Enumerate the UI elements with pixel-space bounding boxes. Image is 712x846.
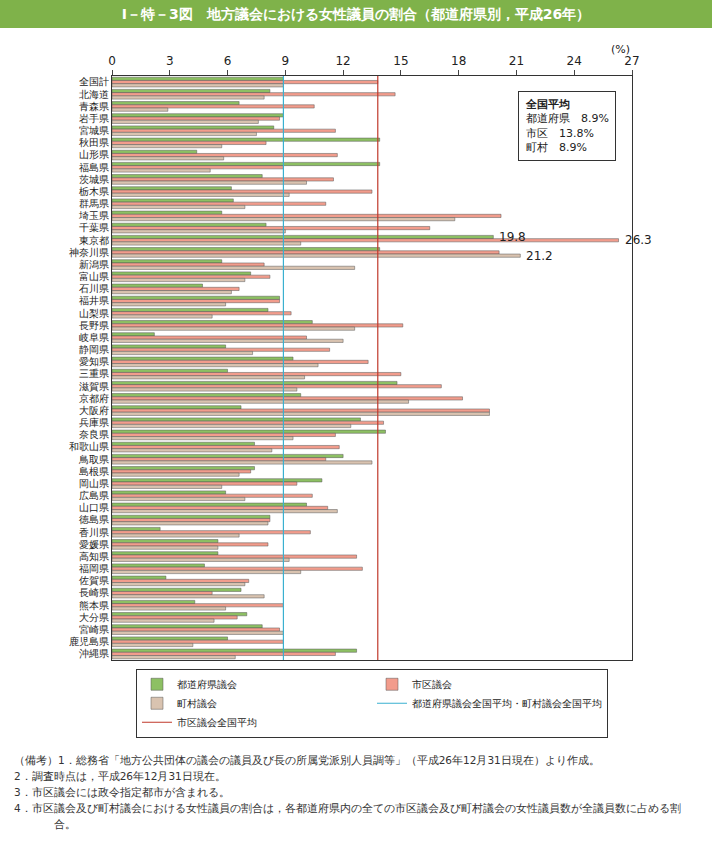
svg-text:岡山県: 岡山県 (79, 478, 109, 489)
svg-text:高知県: 高知県 (79, 551, 109, 562)
svg-text:富山県: 富山県 (79, 271, 109, 282)
svg-text:奈良県: 奈良県 (79, 429, 109, 440)
svg-text:福井県: 福井県 (79, 295, 109, 306)
svg-text:滋賀県: 滋賀県 (79, 381, 109, 392)
svg-text:茨城県: 茨城県 (79, 174, 109, 185)
svg-text:21: 21 (509, 54, 524, 68)
html-text:Ⅰ－特－3図 地方議会における女性議員の割合（都道府県別，平: Ⅰ－特－3図 地方議会における女性議員の割合（都道府県別，平成26年） (121, 6, 591, 22)
svg-text:徳島県: 徳島県 (79, 514, 109, 525)
svg-text:岐阜県: 岐阜県 (79, 332, 109, 343)
svg-text:12: 12 (335, 54, 350, 68)
svg-text:宮崎県: 宮崎県 (79, 624, 109, 635)
svg-text:全国計: 全国計 (79, 76, 109, 87)
html-text:3．市区議会には政令指定都市が含まれる。: 3．市区議会には政令指定都市が含まれる。 (14, 786, 230, 798)
svg-text:18: 18 (451, 54, 466, 68)
svg-text:北海道: 北海道 (79, 89, 109, 100)
svg-text:鳥取県: 鳥取県 (78, 454, 109, 465)
svg-text:熊本県: 熊本県 (79, 600, 109, 611)
svg-text:3: 3 (166, 54, 174, 68)
svg-text:24: 24 (567, 54, 582, 68)
svg-text:山形県: 山形県 (79, 149, 109, 160)
html-text:（備考）1．総務省「地方公共団体の議会の議員及び長の所属党派: （備考）1．総務省「地方公共団体の議会の議員及び長の所属党派別人員調等」（平成2… (14, 754, 600, 766)
svg-text:東京都: 東京都 (79, 235, 109, 246)
svg-text:市区議会: 市区議会 (412, 679, 452, 690)
svg-text:6: 6 (224, 54, 232, 68)
svg-text:26.3: 26.3 (625, 233, 652, 247)
svg-text:石川県: 石川県 (79, 283, 109, 294)
svg-text:福島県: 福島県 (79, 162, 109, 173)
svg-text:千葉県: 千葉県 (79, 222, 109, 233)
svg-text:兵庫県: 兵庫県 (79, 417, 109, 428)
svg-text:沖縄県: 沖縄県 (79, 648, 109, 659)
svg-text:島根県: 島根県 (79, 466, 109, 477)
svg-text:全国平均都道府県 8.9%市区 13.8%町村 8.9%: 全国平均都道府県 8.9%市区 13.8%町村 8.9% (525, 98, 609, 154)
svg-text:福岡県: 福岡県 (79, 563, 109, 574)
svg-text:青森県: 青森県 (79, 101, 109, 112)
svg-text:愛知県: 愛知県 (79, 356, 109, 367)
svg-text:鹿児島県: 鹿児島県 (69, 636, 109, 647)
svg-text:岩手県: 岩手県 (79, 113, 109, 124)
html-text:4．市区議会及び町村議会における女性議員の割合は，各都道府県: 4．市区議会及び町村議会における女性議員の割合は，各都道府県内の全ての市区議会及… (14, 802, 681, 830)
svg-text:19.8: 19.8 (499, 230, 526, 244)
svg-text:神奈川県: 神奈川県 (69, 247, 109, 258)
svg-text:埼玉県: 埼玉県 (78, 210, 109, 221)
svg-text:群馬県: 群馬県 (79, 198, 109, 209)
svg-text:静岡県: 静岡県 (79, 344, 109, 355)
svg-text:佐賀県: 佐賀県 (79, 575, 109, 586)
html-text:2．調査時点は，平成26年12月31日現在。: 2．調査時点は，平成26年12月31日現在。 (14, 770, 226, 782)
svg-text:都道府県議会: 都道府県議会 (177, 679, 237, 690)
svg-text:秋田県: 秋田県 (79, 137, 109, 148)
svg-text:宮城県: 宮城県 (79, 125, 109, 136)
svg-text:市区議会全国平均: 市区議会全国平均 (177, 717, 257, 728)
svg-text:広島県: 広島県 (79, 490, 109, 501)
svg-text:15: 15 (393, 54, 408, 68)
svg-text:町村議会: 町村議会 (177, 698, 217, 709)
svg-text:山梨県: 山梨県 (79, 308, 109, 319)
svg-text:0: 0 (108, 54, 116, 68)
svg-text:27: 27 (624, 54, 639, 68)
svg-text:京都府: 京都府 (79, 393, 109, 404)
svg-text:長崎県: 長崎県 (79, 587, 109, 598)
svg-text:大分県: 大分県 (79, 612, 109, 623)
svg-text:栃木県: 栃木県 (79, 186, 109, 197)
svg-text:新潟県: 新潟県 (79, 259, 109, 270)
svg-text:愛媛県: 愛媛県 (79, 539, 109, 550)
svg-text:(%): (%) (611, 43, 630, 56)
svg-text:21.2: 21.2 (526, 249, 553, 263)
svg-text:三重県: 三重県 (79, 368, 109, 379)
svg-text:大阪府: 大阪府 (79, 405, 109, 416)
svg-text:山口県: 山口県 (79, 502, 109, 513)
svg-text:和歌山県: 和歌山県 (69, 441, 109, 452)
svg-text:香川県: 香川県 (79, 527, 109, 538)
svg-text:9: 9 (282, 54, 290, 68)
svg-text:長野県: 長野県 (79, 320, 109, 331)
svg-text:都道府県議会全国平均・町村議会全国平均: 都道府県議会全国平均・町村議会全国平均 (412, 698, 602, 709)
